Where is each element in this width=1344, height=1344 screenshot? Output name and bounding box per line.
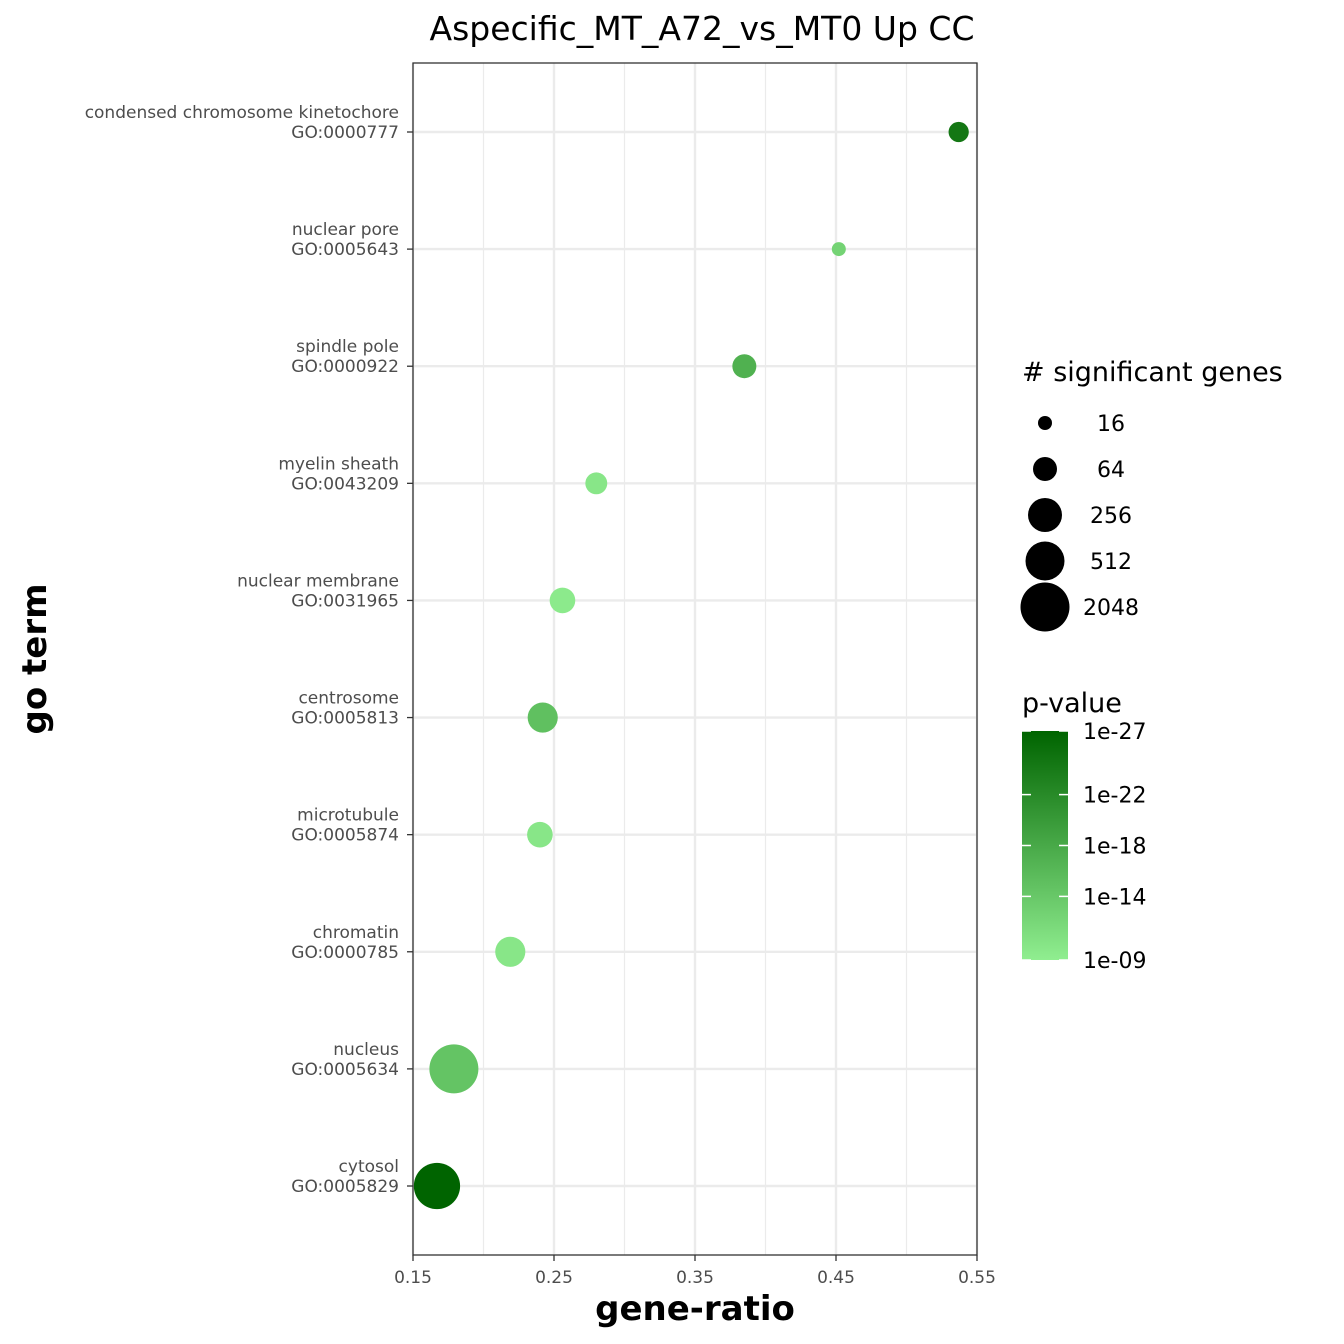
color-legend-label: 1e-18 bbox=[1083, 835, 1146, 860]
data-point bbox=[732, 354, 757, 379]
y-tick-label-go: GO:0031965 bbox=[291, 591, 399, 611]
size-legend: 16 64 256 512 2048 bbox=[1020, 412, 1139, 632]
x-axis-title: gene-ratio bbox=[595, 1289, 795, 1329]
data-point bbox=[549, 587, 576, 614]
chart-title: Aspecific_MT_A72_vs_MT0 Up CC bbox=[430, 9, 975, 48]
y-tick-label-term: spindle pole bbox=[296, 337, 399, 357]
y-tick-label-go: GO:0000777 bbox=[291, 123, 399, 143]
y-tick-label-term: nucleus bbox=[333, 1040, 399, 1060]
y-tick-label-term: nuclear pore bbox=[292, 220, 399, 240]
x-tick-label: 0.25 bbox=[535, 1268, 573, 1288]
data-point bbox=[585, 472, 608, 495]
x-axis: 0.15 0.25 0.35 0.45 0.55 bbox=[394, 1255, 996, 1288]
color-legend: 1e-27 1e-22 1e-18 1e-14 1e-09 bbox=[1022, 720, 1146, 974]
y-tick-label-term: cytosol bbox=[339, 1157, 399, 1177]
y-tick-label-term: chromatin bbox=[313, 923, 399, 943]
size-legend-key bbox=[1033, 457, 1057, 481]
x-tick-label: 0.45 bbox=[817, 1268, 855, 1288]
x-tick-label: 0.15 bbox=[394, 1268, 432, 1288]
color-legend-label: 1e-27 bbox=[1083, 720, 1146, 745]
y-tick-label-go: GO:0043209 bbox=[291, 474, 399, 494]
y-axis-title: go term bbox=[15, 583, 55, 734]
y-tick-label-term: myelin sheath bbox=[278, 454, 399, 474]
data-point bbox=[413, 1162, 461, 1210]
y-tick-label-go: GO:0005643 bbox=[291, 240, 399, 260]
y-tick-label-term: centrosome bbox=[298, 689, 399, 709]
size-legend-label: 512 bbox=[1090, 550, 1132, 575]
data-point bbox=[948, 121, 969, 143]
y-tick-label-term: condensed chromosome kinetochore bbox=[85, 103, 399, 123]
size-legend-label: 64 bbox=[1097, 458, 1125, 483]
size-legend-key bbox=[1038, 416, 1052, 430]
data-point bbox=[429, 1044, 479, 1094]
y-tick-label-go: GO:0005829 bbox=[291, 1177, 399, 1197]
color-legend-title: p-value bbox=[1022, 688, 1122, 719]
size-legend-key bbox=[1025, 541, 1065, 581]
data-points bbox=[413, 121, 969, 1210]
data-point bbox=[831, 242, 846, 257]
size-legend-label: 2048 bbox=[1083, 596, 1139, 621]
y-tick-label-go: GO:0005634 bbox=[291, 1060, 399, 1080]
plot-border bbox=[412, 62, 978, 1256]
color-legend-label: 1e-22 bbox=[1083, 784, 1146, 809]
data-point bbox=[527, 702, 558, 733]
data-point bbox=[495, 936, 526, 967]
y-tick-label-go: GO:0000922 bbox=[291, 357, 399, 377]
size-legend-label: 16 bbox=[1097, 412, 1125, 437]
y-tick-label-go: GO:0005874 bbox=[291, 826, 399, 846]
size-legend-title: # significant genes bbox=[1022, 357, 1283, 388]
y-tick-label-term: nuclear membrane bbox=[237, 571, 399, 591]
x-tick-label: 0.55 bbox=[958, 1268, 996, 1288]
data-point bbox=[527, 821, 553, 848]
y-axis: condensed chromosome kinetochoreGO:00007… bbox=[85, 103, 413, 1197]
color-legend-label: 1e-09 bbox=[1083, 949, 1146, 974]
size-legend-label: 256 bbox=[1090, 504, 1132, 529]
size-legend-key bbox=[1020, 582, 1070, 632]
y-tick-label-go: GO:0000785 bbox=[291, 943, 399, 963]
size-legend-key bbox=[1028, 498, 1062, 532]
y-tick-label-go: GO:0005813 bbox=[291, 709, 399, 729]
color-legend-label: 1e-14 bbox=[1083, 885, 1146, 910]
y-tick-label-term: microtubule bbox=[297, 806, 399, 826]
x-tick-label: 0.35 bbox=[676, 1268, 714, 1288]
